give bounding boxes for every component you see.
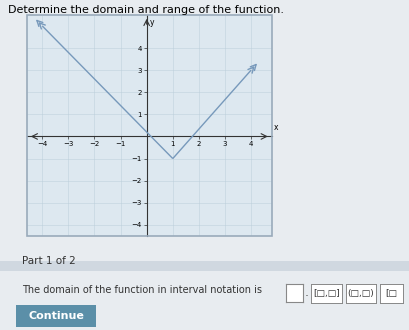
Text: Continue: Continue [28, 311, 84, 321]
Text: x: x [273, 123, 278, 132]
Text: The domain of the function in interval notation is: The domain of the function in interval n… [22, 285, 263, 295]
Text: Determine the domain and range of the function.: Determine the domain and range of the fu… [8, 5, 284, 15]
Text: .: . [305, 285, 309, 299]
Text: [□,□]: [□,□] [313, 289, 339, 298]
Text: y: y [150, 18, 154, 27]
Text: (□,□): (□,□) [348, 289, 374, 298]
Text: Part 1 of 2: Part 1 of 2 [22, 256, 76, 266]
Text: [□: [□ [386, 289, 398, 298]
